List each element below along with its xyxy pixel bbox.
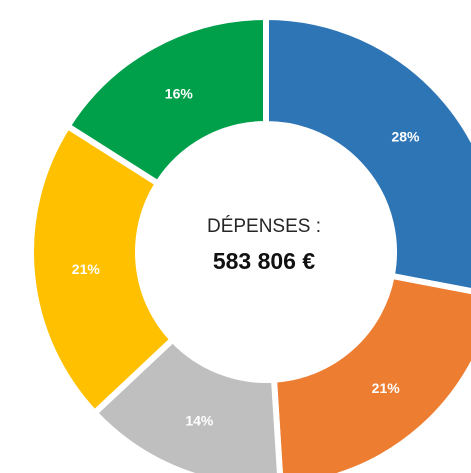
slice-label-5: 16% bbox=[165, 85, 194, 101]
donut-slice-2 bbox=[274, 276, 471, 473]
donut-slices bbox=[31, 17, 471, 473]
center-label: DÉPENSES : bbox=[207, 216, 321, 237]
slice-label-1: 28% bbox=[391, 129, 420, 145]
slice-label-3: 14% bbox=[185, 412, 214, 428]
slice-label-4: 21% bbox=[72, 261, 101, 277]
slice-label-2: 21% bbox=[372, 380, 401, 396]
center-total-value: 583 806 € bbox=[213, 248, 316, 274]
